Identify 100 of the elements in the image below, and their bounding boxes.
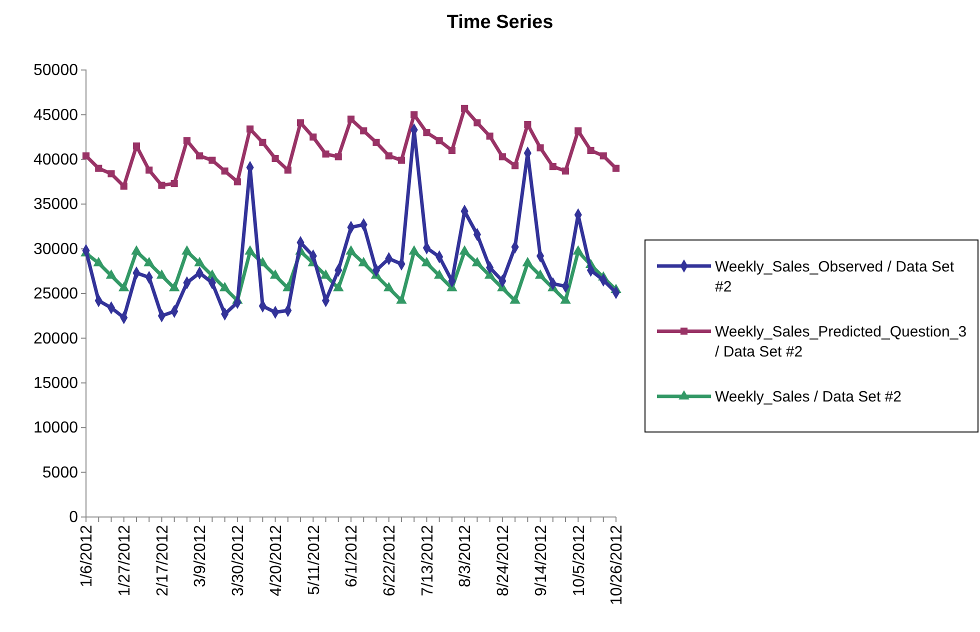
point — [448, 146, 456, 154]
point — [182, 245, 192, 255]
point — [522, 256, 534, 266]
x-tick-label: 6/1/2012 — [344, 524, 361, 588]
point — [334, 153, 342, 160]
x-tick-label: 2/17/2012 — [154, 524, 172, 596]
point — [156, 269, 168, 279]
point — [600, 152, 607, 160]
point — [358, 256, 369, 266]
point — [146, 166, 153, 174]
x-tick-label: 1/27/2012 — [116, 524, 134, 596]
y-tick-label: 15000 — [34, 375, 78, 392]
point — [194, 256, 205, 266]
point — [120, 182, 128, 190]
y-tick-label: 30000 — [34, 240, 78, 258]
legend-label: Weekly_Sales_Predicted_Question_3 / Data Set #2 — [715, 323, 967, 361]
point — [270, 269, 281, 279]
point — [474, 119, 481, 126]
point — [333, 282, 344, 292]
point — [322, 150, 330, 158]
x-tick-label: 1/6/2012 — [78, 524, 96, 588]
point — [534, 269, 546, 279]
point — [510, 294, 520, 304]
x-tick-label: 8/3/2012 — [457, 524, 474, 588]
x-tick-label: 6/22/2012 — [381, 524, 398, 596]
point — [421, 256, 432, 266]
point — [272, 154, 279, 162]
point — [320, 269, 332, 279]
point — [132, 142, 140, 150]
point — [284, 166, 292, 174]
point — [360, 127, 368, 134]
point — [221, 167, 228, 175]
point — [461, 104, 468, 112]
point — [472, 256, 483, 266]
point — [183, 137, 190, 144]
chart-title: Time Series — [446, 12, 554, 33]
x-tick-label: 9/14/2012 — [532, 524, 550, 596]
point — [346, 245, 356, 255]
point — [347, 116, 355, 123]
point — [536, 144, 544, 152]
point — [246, 125, 254, 133]
point — [560, 294, 571, 304]
point — [244, 245, 256, 255]
point — [170, 180, 178, 188]
point — [574, 127, 582, 134]
point — [549, 163, 556, 170]
legend-label: Weekly_Sales / Data Set #2 — [715, 388, 902, 406]
point — [108, 170, 115, 178]
y-tick-label: 20000 — [34, 330, 78, 348]
point — [158, 182, 166, 189]
point — [396, 294, 407, 304]
x-tick-label: 5/11/2012 — [306, 524, 323, 595]
y-tick-label: 35000 — [34, 196, 78, 214]
point — [372, 138, 380, 146]
x-tick-label: 4/20/2012 — [268, 524, 285, 596]
point — [196, 152, 204, 160]
point — [434, 269, 445, 279]
point — [82, 152, 90, 160]
y-tick-label: 0 — [69, 509, 78, 526]
x-tick-label: 3/30/2012 — [230, 524, 248, 596]
point — [498, 153, 506, 160]
point — [168, 282, 180, 292]
point — [208, 156, 216, 164]
point — [131, 245, 142, 255]
point — [118, 282, 130, 292]
y-tick-label: 25000 — [34, 286, 78, 303]
x-tick-label: 10/5/2012 — [570, 524, 588, 596]
point — [562, 167, 570, 175]
point — [612, 164, 620, 172]
point — [106, 269, 117, 279]
x-tick-label: 3/9/2012 — [192, 524, 210, 588]
point — [486, 132, 494, 140]
point — [93, 256, 104, 266]
y-tick-label: 40000 — [34, 152, 78, 169]
point — [408, 245, 420, 255]
y-tick-label: 50000 — [34, 62, 78, 80]
point — [524, 121, 532, 128]
point — [95, 164, 102, 172]
y-tick-label: 45000 — [34, 106, 78, 124]
x-tick-label: 7/13/2012 — [419, 524, 436, 596]
legend-label: Weekly_Sales_Observed / Data Set #2 — [715, 258, 955, 296]
point — [144, 256, 154, 266]
x-tick-label: 8/24/2012 — [495, 524, 512, 596]
y-tick-label: 10000 — [34, 420, 78, 437]
point — [459, 245, 470, 255]
point — [383, 282, 394, 292]
point — [436, 137, 443, 144]
point — [423, 129, 430, 136]
point — [410, 111, 418, 118]
point — [385, 152, 392, 160]
point — [296, 119, 304, 126]
point — [398, 156, 406, 164]
point — [259, 138, 266, 146]
x-tick-label: 10/26/2012 — [608, 524, 626, 606]
point — [310, 134, 317, 141]
point — [234, 178, 241, 186]
point — [587, 146, 594, 154]
point — [572, 245, 584, 255]
point — [219, 282, 230, 292]
point — [512, 162, 519, 170]
